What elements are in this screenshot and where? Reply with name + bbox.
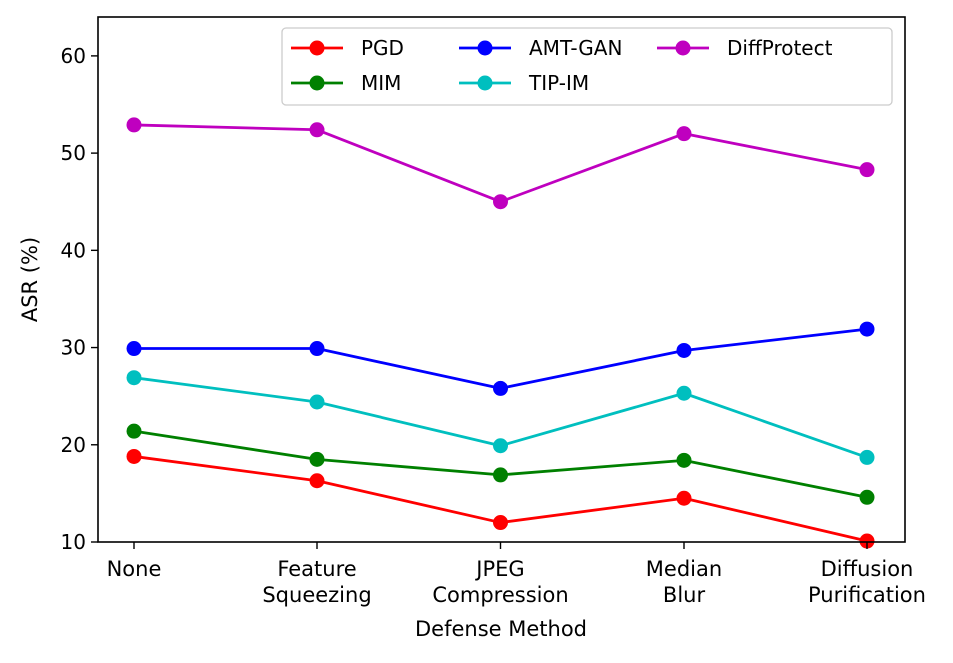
x-tick-label-line: Squeezing: [262, 583, 371, 607]
series-pgd: [126, 448, 875, 549]
data-point: [309, 473, 325, 489]
x-tick-label: None: [107, 557, 162, 581]
legend-label: DiffProtect: [727, 36, 833, 60]
data-point: [126, 370, 142, 386]
data-point: [126, 448, 142, 464]
legend-marker: [309, 75, 325, 91]
data-point: [309, 122, 325, 138]
data-point: [309, 341, 325, 357]
x-tick-label-line: Feature: [277, 557, 356, 581]
legend-marker: [477, 75, 493, 91]
data-point: [859, 321, 875, 337]
x-tick-label-line: JPEG: [474, 557, 524, 581]
legend-item: PGD: [291, 36, 404, 60]
data-point: [493, 194, 508, 210]
data-point: [676, 126, 692, 142]
x-tick-label: Diffusion Purification: [808, 557, 926, 607]
plot-frame: [97, 16, 906, 543]
data-point: [859, 162, 875, 178]
x-tick-label-line: None: [107, 557, 162, 581]
data-point: [126, 341, 142, 357]
series-line: [133, 123, 868, 204]
x-tick-label: JPEG Compression: [432, 557, 568, 607]
x-tick-label-line: Compression: [432, 583, 568, 607]
legend-item: DiffProtect: [657, 36, 833, 60]
legend: PGD MIM AMT-GAN TIP-IM DiffProtect: [281, 27, 893, 106]
data-point: [859, 533, 875, 549]
x-tick-label-line: Purification: [808, 583, 926, 607]
y-tick-label: 20: [61, 433, 86, 457]
series-line: [134, 327, 868, 390]
data-point: [493, 467, 508, 483]
y-tick-label: 50: [61, 141, 86, 165]
series-tip-im: [126, 370, 875, 465]
data-point: [676, 490, 692, 506]
x-tick-label-line: Median: [646, 557, 722, 581]
series-mim: [126, 423, 875, 505]
data-point: [676, 452, 692, 468]
x-axis: None Feature Squeezing JPEG Compression Media…: [107, 542, 926, 607]
data-point: [493, 380, 508, 396]
legend-label: TIP-IM: [528, 71, 589, 95]
legend-item: TIP-IM: [459, 71, 589, 95]
y-axis-label: ASR (%): [18, 237, 42, 322]
y-tick-label: 30: [61, 336, 86, 360]
data-point: [676, 342, 692, 358]
legend-item: AMT-GAN: [459, 36, 622, 60]
y-axis: 10 20 30 40 50 60: [61, 44, 98, 554]
series-layer: [126, 117, 875, 549]
x-tick-label-line: Blur: [663, 583, 706, 607]
data-point: [126, 423, 142, 439]
series-amt-gan: [126, 321, 875, 396]
x-tick-label: Feature Squeezing: [262, 557, 371, 607]
legend-label: MIM: [361, 71, 401, 95]
legend-marker: [675, 40, 691, 56]
series-diffprotect: [126, 117, 875, 210]
y-tick-label: 40: [61, 238, 86, 262]
legend-box: [281, 27, 893, 106]
y-tick-label: 10: [61, 530, 86, 554]
x-axis-label: Defense Method: [415, 617, 587, 641]
data-point: [493, 515, 508, 531]
data-point: [309, 394, 325, 410]
data-point: [126, 117, 142, 133]
data-point: [309, 451, 325, 467]
data-point: [676, 385, 692, 401]
legend-item: MIM: [291, 71, 401, 95]
data-point: [493, 438, 508, 454]
x-tick-label-line: Diffusion: [821, 557, 914, 581]
x-tick-label: Median Blur: [646, 557, 722, 607]
legend-marker: [309, 40, 325, 56]
legend-label: PGD: [361, 36, 404, 60]
legend-label: AMT-GAN: [529, 36, 622, 60]
y-tick-label: 60: [61, 44, 86, 68]
data-point: [859, 449, 875, 465]
data-point: [859, 489, 875, 505]
legend-marker: [477, 40, 493, 56]
